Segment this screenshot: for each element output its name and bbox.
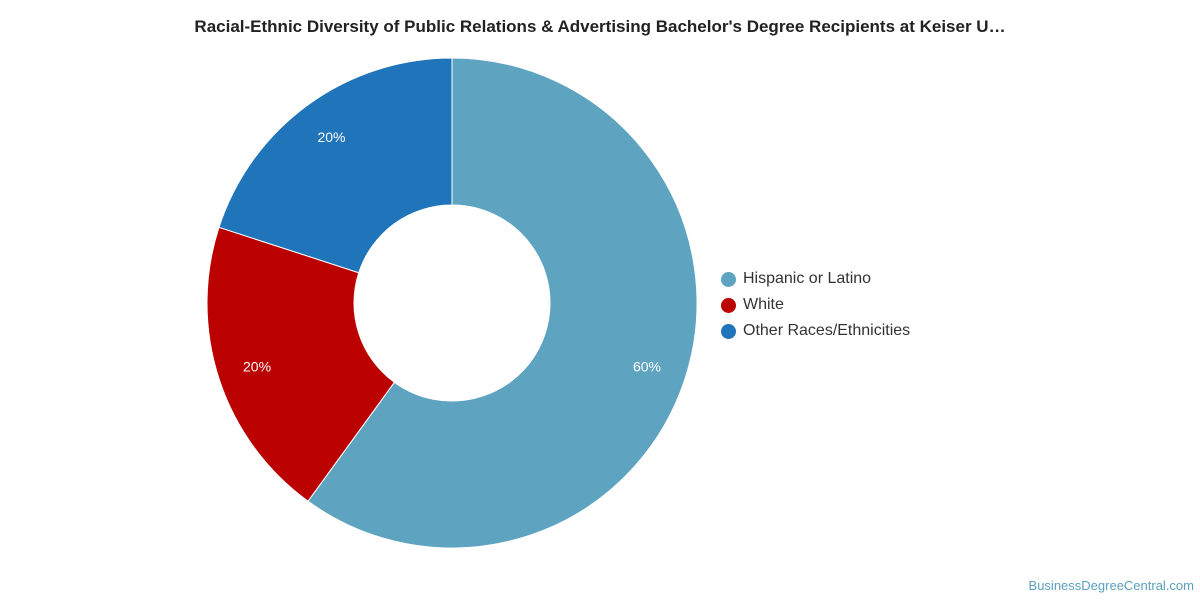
donut-slices (206, 57, 698, 549)
legend-item-hispanic-or-latino: Hispanic or Latino (721, 266, 910, 292)
slice-label-hispanic-or-latino: 60% (633, 358, 661, 374)
chart-legend: Hispanic or Latino White Other Races/Ethni… (721, 266, 910, 344)
slice-label-other-races-ethnicities: 20% (317, 129, 345, 145)
slice-hispanic-or-latino (307, 57, 698, 549)
donut-slice-labels: 60% 20% 20% (243, 129, 661, 374)
legend-swatch (721, 323, 736, 339)
legend-item-white: White (721, 292, 910, 318)
legend-swatch (721, 271, 736, 287)
chart-title: Racial-Ethnic Diversity of Public Relati… (194, 17, 1006, 36)
slice-label-white: 20% (243, 358, 271, 374)
watermark: BusinessDegreeCentral.com (1028, 578, 1194, 593)
legend-label: Other Races/Ethnicities (743, 322, 911, 339)
slice-other-races-ethnicities (218, 57, 453, 274)
slice-white (206, 226, 396, 502)
legend-label: Hispanic or Latino (743, 270, 872, 287)
legend-swatch (721, 297, 736, 313)
legend-label: White (743, 296, 784, 313)
legend-item-other-races-ethnicities: Other Races/Ethnicities (721, 318, 910, 344)
